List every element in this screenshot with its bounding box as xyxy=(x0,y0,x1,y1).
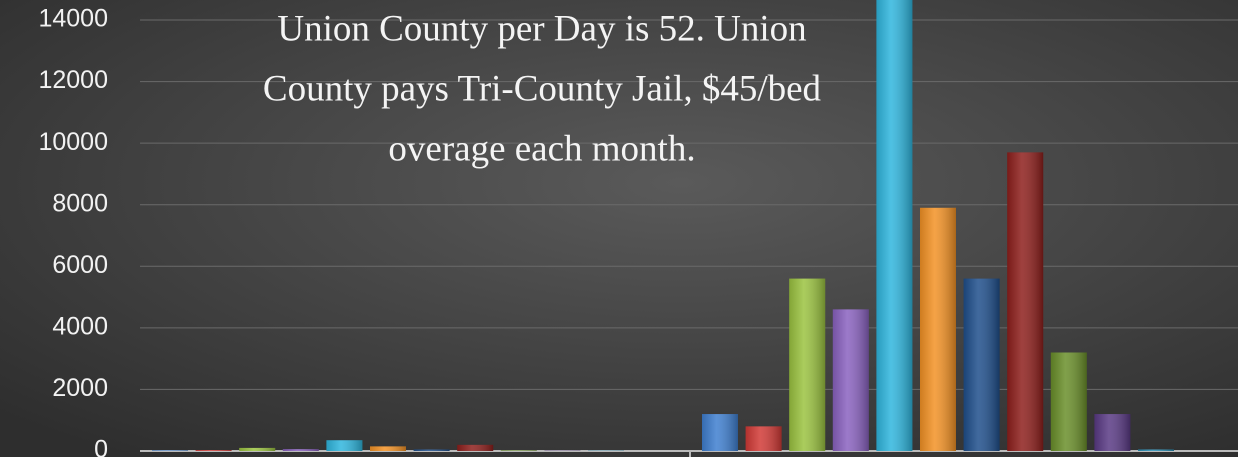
bar-shade xyxy=(457,444,494,451)
bar-shade xyxy=(1094,414,1131,451)
bar-shade xyxy=(1138,449,1174,451)
bar-shade xyxy=(876,0,913,451)
y-tick-label: 8000 xyxy=(52,189,108,217)
bar-shade xyxy=(789,278,826,451)
y-tick-label: 14000 xyxy=(38,5,108,33)
bar-shade xyxy=(326,440,363,451)
bar-shade xyxy=(832,309,869,451)
bar-shade xyxy=(963,278,1000,451)
y-tick-label: 10000 xyxy=(38,128,108,156)
annotation: County pays Tri-County Jail, $45/bed xyxy=(263,68,822,109)
bar-shade xyxy=(282,449,319,451)
bar-shade xyxy=(1007,152,1044,451)
bar-shade xyxy=(413,449,450,451)
bar-shade xyxy=(745,426,782,451)
bar-shade xyxy=(195,450,232,451)
y-tick-label: 12000 xyxy=(38,66,108,94)
y-tick-label: 4000 xyxy=(52,312,108,340)
bar-shade xyxy=(239,447,276,451)
bar-shade xyxy=(370,446,406,451)
bar-shade xyxy=(152,450,188,451)
bar-shade xyxy=(920,207,956,451)
y-tick-label: 2000 xyxy=(52,374,108,402)
y-tick-label: 6000 xyxy=(52,251,108,279)
y-tick-label: 0 xyxy=(94,436,108,457)
bar-shade xyxy=(702,414,738,451)
bar-shade xyxy=(1050,352,1087,451)
annotation: Union County per Day is 52. Union xyxy=(277,8,806,49)
bar-shade xyxy=(500,450,537,451)
annotation: overage each month. xyxy=(388,128,695,169)
